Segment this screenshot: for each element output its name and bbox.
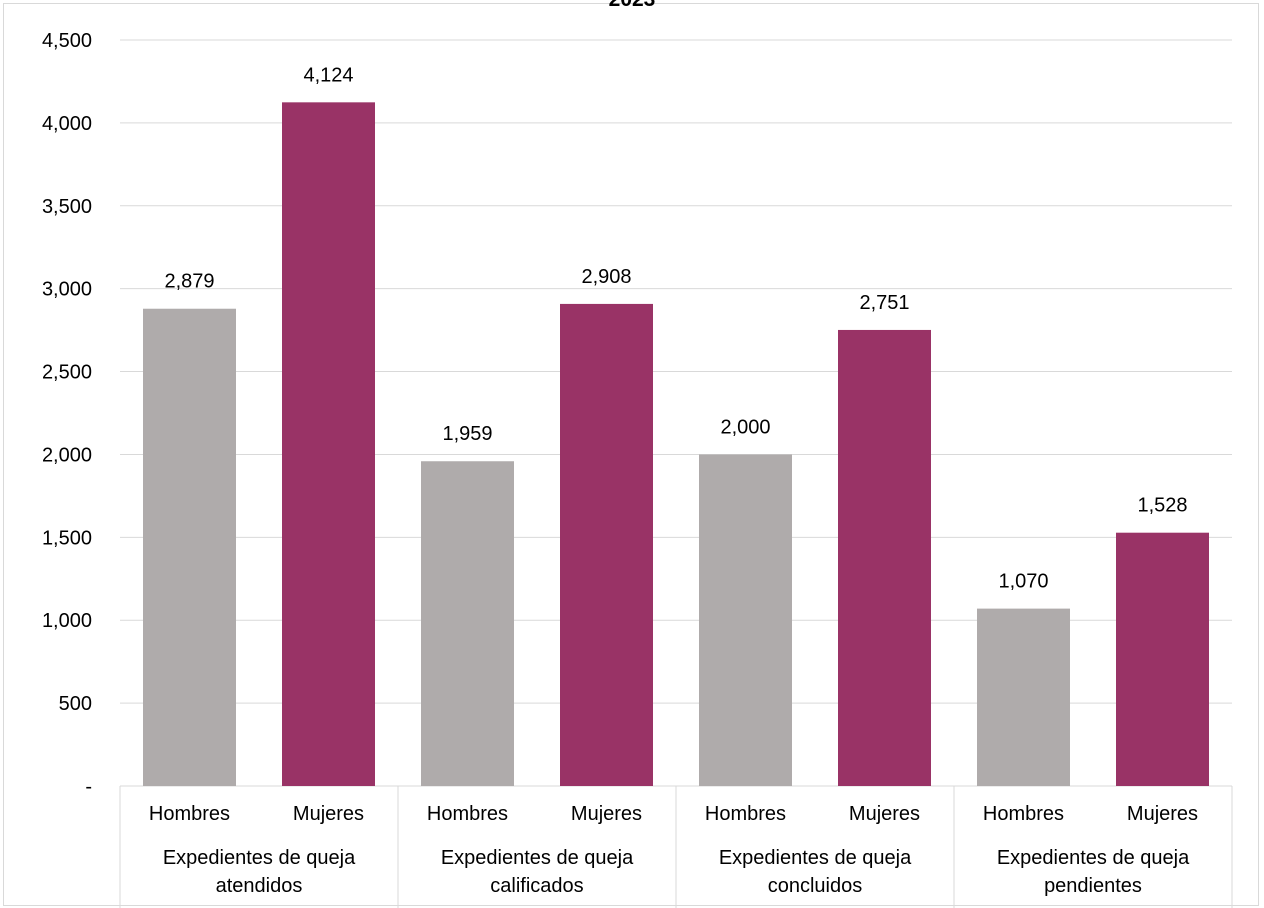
x-tick-label: Mujeres <box>849 803 920 825</box>
data-label: 1,070 <box>998 571 1048 593</box>
y-tick-label: 1,000 <box>42 610 92 632</box>
data-label: 2,000 <box>720 416 770 438</box>
x-tick-label: Mujeres <box>293 803 364 825</box>
y-tick-label: 2,500 <box>42 362 92 384</box>
x-tick-label: Hombres <box>149 803 230 825</box>
y-tick-label: 4,500 <box>42 30 92 52</box>
data-label: 1,528 <box>1137 495 1187 517</box>
data-label: 2,879 <box>164 271 214 293</box>
y-tick-label: 2,000 <box>42 444 92 466</box>
y-tick-label: 4,000 <box>42 113 92 135</box>
bar-hombres <box>143 308 236 786</box>
y-tick-label: - <box>85 776 92 798</box>
group-label: atendidos <box>216 875 303 897</box>
group-label: Expedientes de queja <box>719 847 912 869</box>
x-tick-label: Hombres <box>705 803 786 825</box>
bar-mujeres <box>282 102 375 786</box>
bar-mujeres <box>560 303 653 786</box>
y-tick-label: 3,000 <box>42 279 92 301</box>
group-label: Expedientes de queja <box>997 847 1190 869</box>
data-label: 1,959 <box>442 423 492 445</box>
bar-hombres <box>699 454 792 786</box>
group-label: Expedientes de queja <box>441 847 634 869</box>
x-tick-label: Mujeres <box>571 803 642 825</box>
group-label: pendientes <box>1044 875 1142 897</box>
data-label: 4,124 <box>303 64 353 86</box>
chart-title: 2023 <box>609 0 656 11</box>
bar-hombres <box>977 608 1070 786</box>
group-label: calificados <box>490 875 583 897</box>
x-tick-label: Hombres <box>983 803 1064 825</box>
x-tick-label: Mujeres <box>1127 803 1198 825</box>
x-tick-label: Hombres <box>427 803 508 825</box>
data-label: 2,751 <box>859 292 909 314</box>
group-label: Expedientes de queja <box>163 847 356 869</box>
group-label: concluidos <box>768 875 863 897</box>
y-tick-label: 1,500 <box>42 527 92 549</box>
data-label: 2,908 <box>581 266 631 288</box>
y-tick-label: 500 <box>59 693 92 715</box>
bar-hombres <box>421 461 514 786</box>
bar-mujeres <box>1116 532 1209 786</box>
bar-mujeres <box>838 329 931 786</box>
y-tick-label: 3,500 <box>42 196 92 218</box>
